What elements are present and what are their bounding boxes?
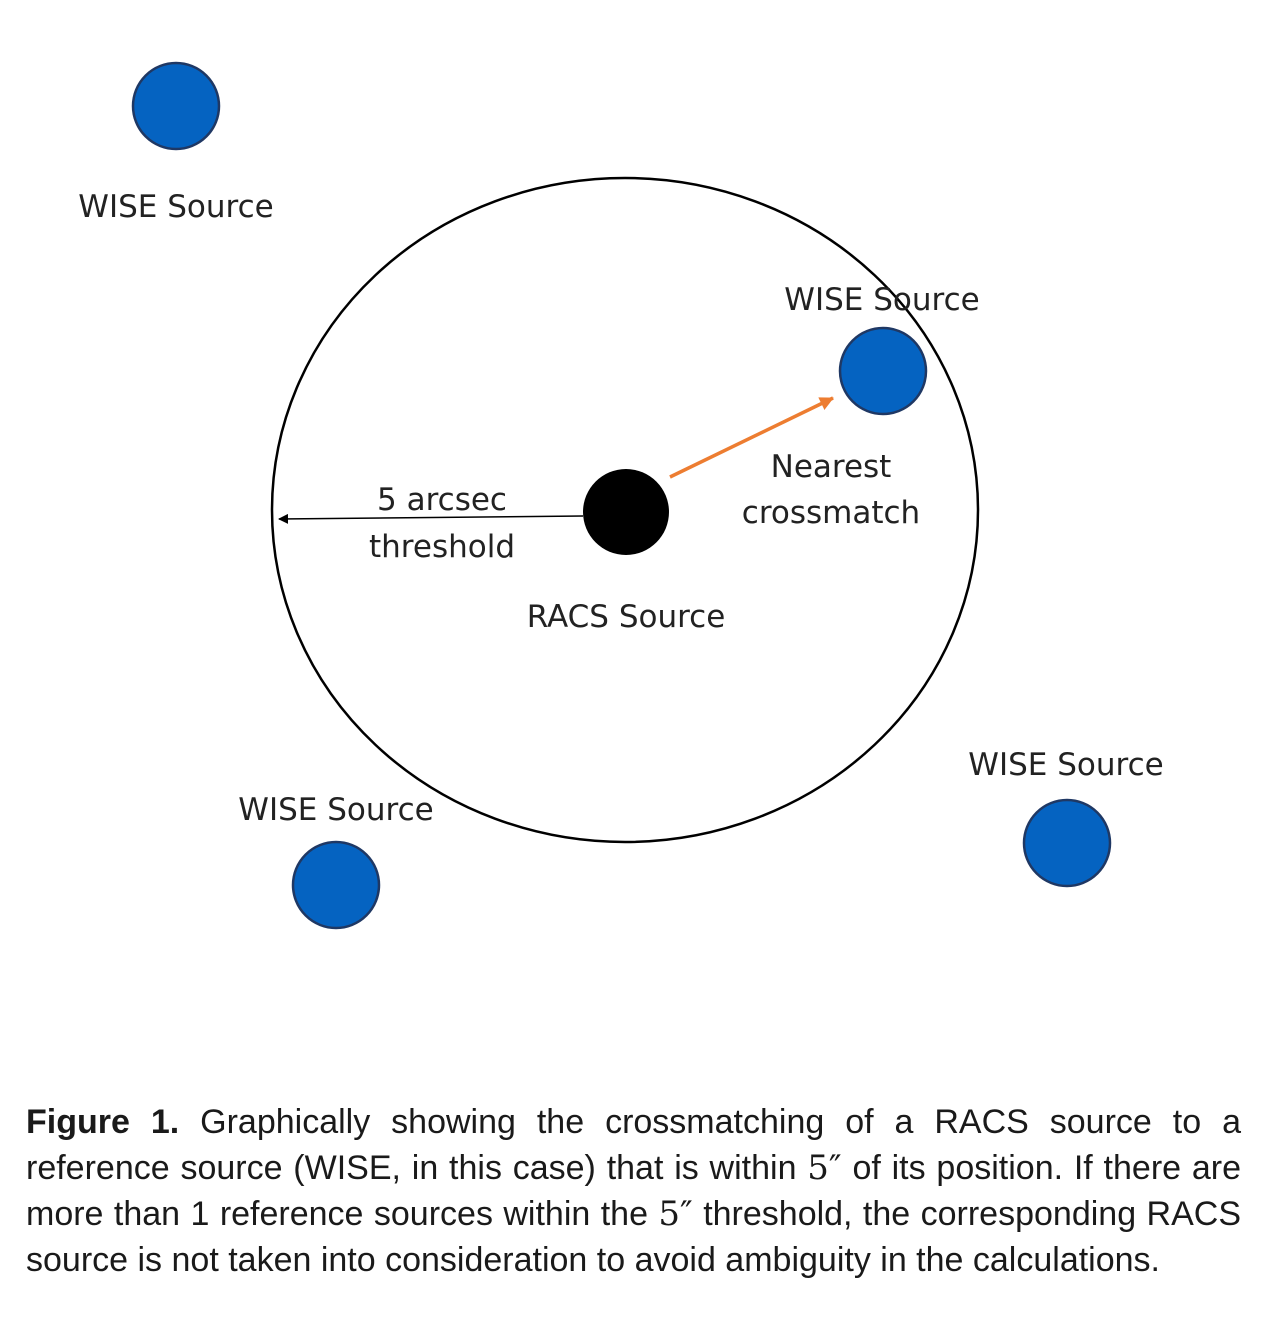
threshold-arrow <box>278 513 584 524</box>
caption-text-3: threshold, the corresponding RACS source… <box>26 1195 1241 1279</box>
wise-source-inside-marker <box>838 326 928 416</box>
wise-source-top-left-marker <box>131 61 221 151</box>
caption-math-1: 5″ <box>807 1148 842 1188</box>
wise-label-bottom-right: WISE Source <box>968 747 1163 783</box>
caption-text-1: Graphically showing the crossmatching of… <box>26 1103 1241 1187</box>
caption-text-2: of its position. If there are more than … <box>26 1149 1241 1233</box>
nearest-crossmatch-arrow <box>669 396 834 479</box>
wise-source-bottom-right-marker <box>1022 798 1112 888</box>
threshold-label-line1: 5 arcsec <box>377 482 507 518</box>
crossmatch-diagram: WISE Source WISE Source WISE Source WISE… <box>78 61 1164 930</box>
wise-source-bottom-left-marker <box>291 840 381 930</box>
nearest-label-line1: Nearest <box>771 449 892 485</box>
caption-math-2: 5″ <box>658 1194 693 1234</box>
threshold-circle <box>270 176 980 844</box>
figure-label: Figure 1. <box>26 1103 180 1141</box>
racs-label: RACS Source <box>527 599 726 635</box>
figure-caption: Figure 1. Graphically showing the crossm… <box>26 1099 1241 1283</box>
wise-label-inside: WISE Source <box>784 282 979 318</box>
threshold-label-line2: threshold <box>369 529 515 565</box>
racs-source-marker <box>583 469 669 555</box>
wise-label-bottom-left: WISE Source <box>238 792 433 828</box>
nearest-label-line2: crossmatch <box>742 495 920 531</box>
wise-label-top-left: WISE Source <box>78 189 273 225</box>
